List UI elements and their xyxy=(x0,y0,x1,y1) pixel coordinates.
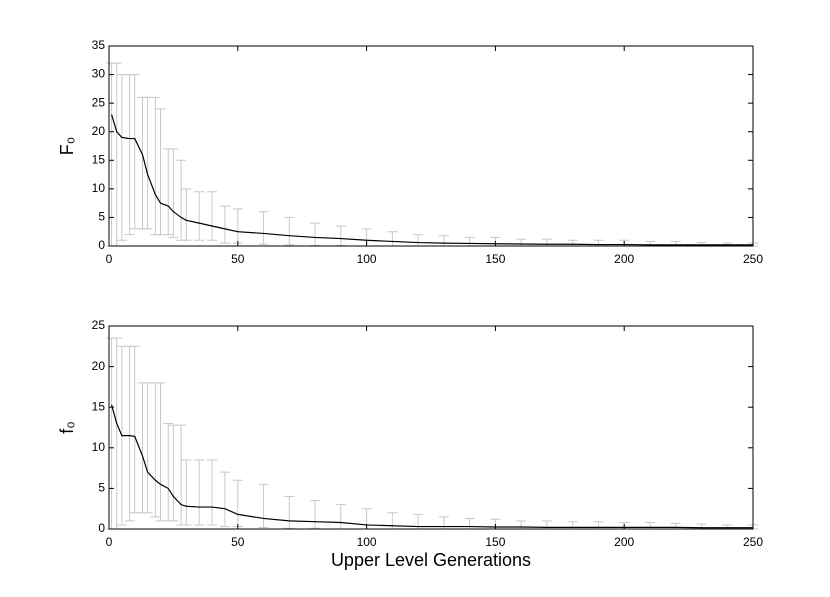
error-bar xyxy=(155,108,166,236)
y-tick-label: 25 xyxy=(92,318,106,332)
error-bar xyxy=(207,459,218,526)
y-tick-label: 15 xyxy=(92,399,106,413)
error-bar xyxy=(387,512,398,530)
error-bar xyxy=(310,222,321,246)
error-bar xyxy=(722,524,733,530)
error-bar xyxy=(516,520,527,530)
x-tick-label: 50 xyxy=(231,535,245,549)
error-bar xyxy=(176,424,187,526)
error-bar xyxy=(670,522,681,530)
error-bar xyxy=(567,239,578,247)
error-bar xyxy=(124,345,135,522)
error-bar xyxy=(258,483,269,528)
y-tick-label: 5 xyxy=(98,481,105,495)
error-bar xyxy=(137,96,148,230)
error-bar xyxy=(232,479,243,528)
error-bar xyxy=(335,225,346,246)
error-bar xyxy=(106,62,117,247)
y-tick-label: 20 xyxy=(92,359,106,373)
x-tick-label: 200 xyxy=(614,252,634,266)
error-bar xyxy=(194,459,205,526)
x-tick-label: 250 xyxy=(743,535,763,549)
error-bar xyxy=(163,148,174,236)
error-bar xyxy=(194,191,205,241)
y-axis-label: F₀ xyxy=(57,137,77,155)
y-tick-label: 5 xyxy=(98,210,105,224)
y-tick-label: 15 xyxy=(92,152,106,166)
x-tick-label: 250 xyxy=(743,252,763,266)
error-bar xyxy=(464,517,475,530)
mean-line xyxy=(111,114,753,246)
error-bar xyxy=(181,188,192,241)
error-bar xyxy=(168,148,179,238)
error-bar xyxy=(150,382,161,518)
error-bar xyxy=(516,238,527,247)
error-bar xyxy=(142,382,153,514)
error-bar xyxy=(644,522,655,530)
x-tick-label: 100 xyxy=(357,535,377,549)
x-tick-label: 200 xyxy=(614,535,634,549)
x-tick-label: 0 xyxy=(106,535,113,549)
x-tick-label: 150 xyxy=(485,535,505,549)
error-bar xyxy=(155,382,166,522)
error-bar xyxy=(219,471,230,528)
y-tick-label: 20 xyxy=(92,124,106,138)
x-tick-label: 50 xyxy=(231,252,245,266)
error-bar xyxy=(438,516,449,530)
error-bar xyxy=(387,231,398,247)
error-bar xyxy=(464,236,475,247)
error-bar xyxy=(181,459,192,526)
y-tick-label: 0 xyxy=(98,521,105,535)
x-axis-label: Upper Level Generations xyxy=(331,550,531,570)
error-bar xyxy=(207,191,218,241)
error-bar xyxy=(150,96,161,236)
error-bar xyxy=(111,62,122,247)
error-bar xyxy=(335,504,346,530)
x-tick-label: 0 xyxy=(106,252,113,266)
error-bar xyxy=(129,345,140,514)
plot-frame xyxy=(108,325,754,530)
y-tick-label: 25 xyxy=(92,95,106,109)
error-bar xyxy=(124,74,135,236)
x-tick-label: 100 xyxy=(357,252,377,266)
error-bar xyxy=(232,208,243,244)
error-bar xyxy=(284,496,295,529)
y-tick-label: 35 xyxy=(92,38,106,52)
error-bar xyxy=(413,234,424,247)
error-bar xyxy=(168,424,179,522)
y-axis-label: f₀ xyxy=(57,421,77,433)
error-bar xyxy=(438,235,449,247)
mean-line xyxy=(110,404,753,529)
error-bar xyxy=(116,74,127,241)
y-tick-label: 10 xyxy=(92,440,106,454)
error-bar xyxy=(258,211,269,245)
plot-frame xyxy=(108,45,754,247)
x-tick-label: 150 xyxy=(485,252,505,266)
error-bar xyxy=(219,205,230,244)
y-tick-label: 30 xyxy=(92,67,106,81)
error-bar xyxy=(310,500,321,529)
y-tick-label: 0 xyxy=(98,238,105,252)
error-bar xyxy=(176,159,187,241)
y-tick-label: 10 xyxy=(92,181,106,195)
error-bar xyxy=(163,422,174,522)
error-bar xyxy=(284,216,295,246)
error-bar xyxy=(541,238,552,247)
